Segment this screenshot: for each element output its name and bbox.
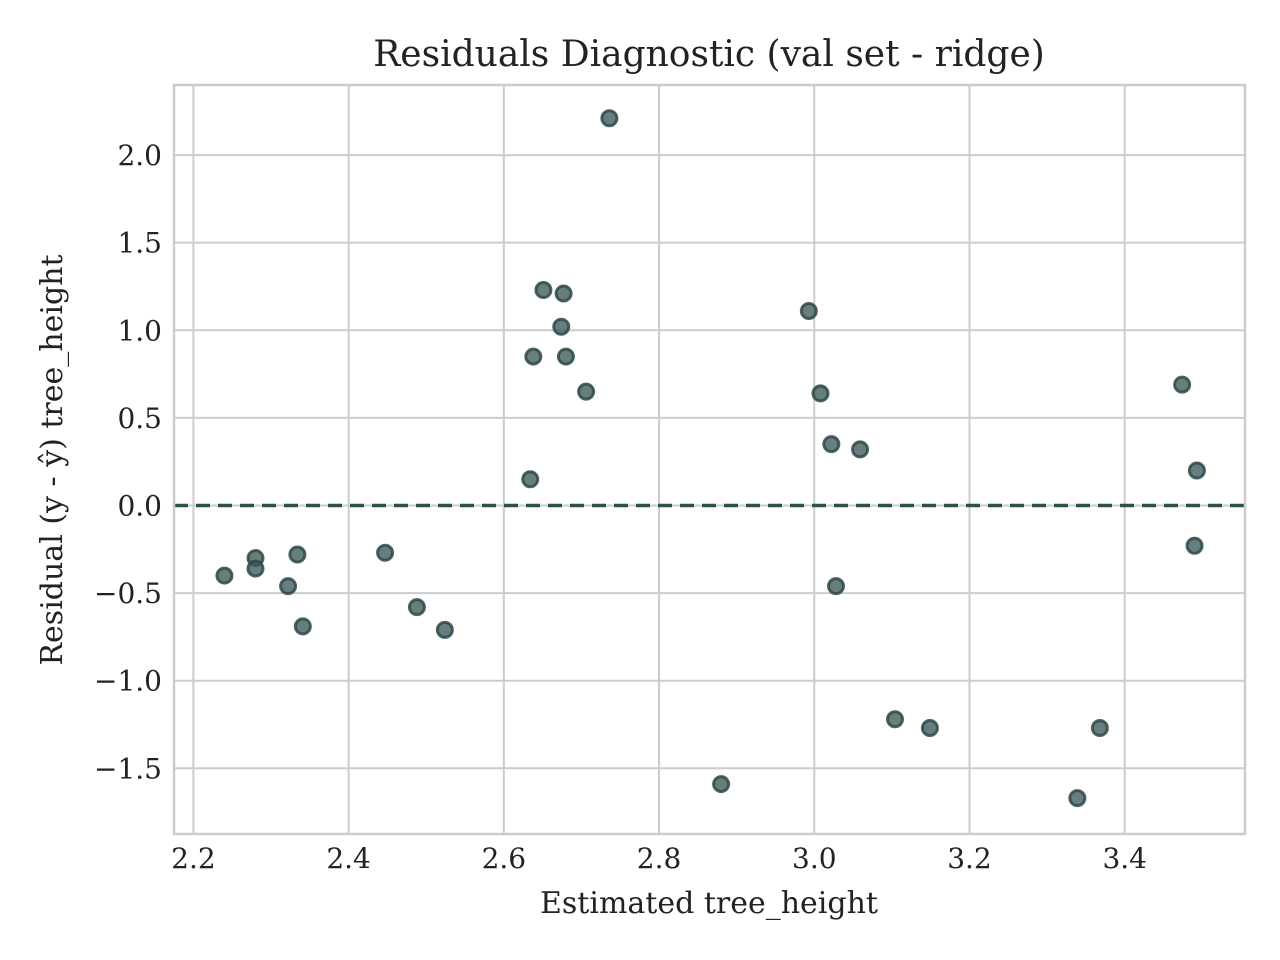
residual-point bbox=[712, 775, 731, 794]
y-tick-label: 1.5 bbox=[117, 227, 162, 260]
residual-point bbox=[827, 577, 846, 596]
residual-point bbox=[556, 347, 575, 366]
residual-point bbox=[1090, 719, 1109, 738]
scatter-points bbox=[215, 109, 1206, 808]
residual-point bbox=[1187, 461, 1206, 480]
y-tick-label: 0.5 bbox=[117, 402, 162, 435]
residual-point bbox=[288, 545, 307, 564]
x-tick-label: 3.0 bbox=[792, 842, 837, 875]
residual-point bbox=[811, 384, 830, 403]
y-tick-label: −0.5 bbox=[94, 577, 162, 610]
residual-point bbox=[1068, 789, 1087, 808]
y-tick-label: −1.0 bbox=[94, 665, 162, 698]
residual-point bbox=[822, 435, 841, 454]
y-tick-labels: −1.5 −1.0 −0.5 0.0 0.5 1.0 1.5 2.0 bbox=[94, 139, 162, 785]
residual-point bbox=[376, 543, 395, 562]
residual-point bbox=[851, 440, 870, 459]
x-tick-label: 2.4 bbox=[326, 842, 371, 875]
residual-point bbox=[552, 317, 571, 336]
residual-point bbox=[435, 620, 454, 639]
y-axis-label: Residual (y - ŷ) tree_height bbox=[35, 254, 70, 665]
x-tick-labels: 2.2 2.4 2.6 2.8 3.0 3.2 3.4 bbox=[171, 842, 1147, 875]
x-axis-label: Estimated tree_height bbox=[540, 886, 878, 921]
residual-point bbox=[407, 598, 426, 617]
residual-point bbox=[524, 347, 543, 366]
residual-point bbox=[577, 382, 596, 401]
residual-point bbox=[600, 109, 619, 128]
residual-point bbox=[1173, 375, 1192, 394]
chart-title: Residuals Diagnostic (val set - ridge) bbox=[373, 34, 1045, 75]
y-tick-label: 0.0 bbox=[117, 489, 162, 522]
y-tick-label: 1.0 bbox=[117, 314, 162, 347]
plot-frame bbox=[172, 83, 1247, 836]
x-tick-label: 2.2 bbox=[171, 842, 216, 875]
residual-point bbox=[521, 470, 540, 489]
residual-point bbox=[246, 559, 265, 578]
y-tick-label: −1.5 bbox=[94, 752, 162, 785]
x-tick-label: 2.8 bbox=[637, 842, 682, 875]
x-tick-label: 3.2 bbox=[947, 842, 992, 875]
residual-point bbox=[554, 284, 573, 303]
residual-point bbox=[279, 577, 298, 596]
residual-point bbox=[920, 719, 939, 738]
residual-point bbox=[1185, 536, 1204, 555]
residual-point bbox=[293, 617, 312, 636]
residual-point bbox=[534, 280, 553, 299]
x-tick-label: 3.4 bbox=[1102, 842, 1147, 875]
y-tick-label: 2.0 bbox=[117, 139, 162, 172]
residual-point bbox=[799, 302, 818, 321]
residual-point bbox=[885, 710, 904, 729]
x-tick-label: 2.6 bbox=[482, 842, 527, 875]
grid bbox=[174, 85, 1245, 834]
residual-point bbox=[215, 566, 234, 585]
